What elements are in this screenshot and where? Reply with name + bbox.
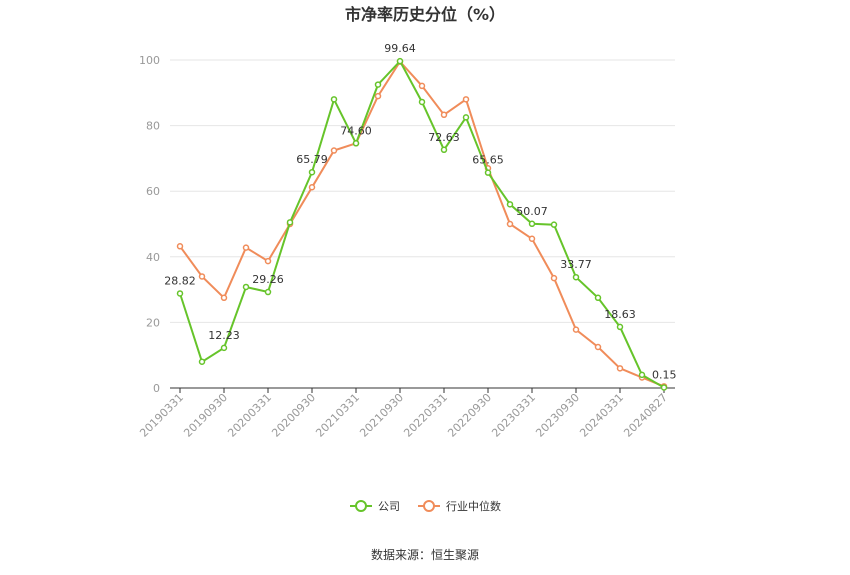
grid <box>170 59 675 323</box>
legend-label: 行业中位数 <box>446 499 501 513</box>
data-point <box>374 92 382 100</box>
data-labels: 28.82 12.23 29.26 65.79 74.60 99.64 72.63 65.65… <box>164 42 676 381</box>
data-point <box>220 344 228 352</box>
legend-label: 公司 <box>378 500 400 513</box>
data-point <box>330 147 338 154</box>
data-point <box>550 274 558 282</box>
x-tick-label: 20200930 <box>269 391 318 440</box>
data-label: 33.77 <box>560 258 592 271</box>
data-source: 数据来源：恒生聚源 <box>371 547 479 562</box>
data-label: 12.23 <box>208 329 240 342</box>
x-axis: 2019033120190930202003312020093020210331… <box>137 387 675 440</box>
x-tick-label: 20210331 <box>313 391 362 440</box>
data-point <box>352 140 360 147</box>
data-label: 0.15 <box>652 369 677 382</box>
data-point <box>264 288 272 296</box>
x-tick-label: 20190930 <box>181 391 230 440</box>
data-label: 72.63 <box>428 131 460 144</box>
x-tick-label: 20190331 <box>137 391 186 440</box>
data-point <box>440 111 448 119</box>
data-point <box>572 273 580 281</box>
data-point <box>176 243 184 250</box>
data-label: 29.26 <box>252 273 284 286</box>
data-point <box>418 82 426 90</box>
data-label: 50.07 <box>516 205 548 218</box>
data-point <box>264 257 272 265</box>
data-point <box>528 220 536 228</box>
data-point <box>616 323 624 331</box>
data-point <box>176 290 184 297</box>
data-point <box>374 81 382 88</box>
x-tick-label: 20210930 <box>357 391 406 440</box>
data-point <box>308 184 316 191</box>
data-point <box>572 326 580 333</box>
data-point <box>660 384 668 391</box>
data-point <box>308 168 316 176</box>
data-label: 28.82 <box>164 274 196 287</box>
series-line <box>179 59 665 389</box>
data-point <box>506 201 514 208</box>
y-tick-label: 80 <box>146 120 160 133</box>
data-label: 18.63 <box>604 308 636 321</box>
data-point <box>594 343 602 351</box>
data-label: 65.79 <box>296 153 328 166</box>
x-tick-label: 20240827 <box>621 391 670 440</box>
data-point <box>506 220 514 228</box>
data-point <box>550 221 558 228</box>
chart-title: 市净率历史分位（%） <box>345 5 505 24</box>
y-tick-label: 100 <box>139 54 160 67</box>
y-axis: 0 20 40 60 80 100 <box>139 54 160 395</box>
series-layer <box>176 57 668 391</box>
y-tick-label: 40 <box>146 251 160 264</box>
data-point <box>198 273 206 280</box>
x-tick-label: 20220331 <box>401 391 450 440</box>
data-point <box>220 294 228 302</box>
legend-marker <box>423 500 435 512</box>
data-point <box>286 219 294 226</box>
data-point <box>198 358 206 366</box>
x-tick-label: 20220930 <box>445 391 494 440</box>
data-point <box>594 294 602 302</box>
x-tick-label: 20230331 <box>489 391 538 440</box>
data-point <box>462 114 470 121</box>
legend-marker <box>355 500 367 512</box>
data-point <box>616 365 624 372</box>
data-point <box>330 96 338 103</box>
data-point <box>418 98 426 106</box>
data-point <box>242 283 250 291</box>
legend: 公司 行业中位数 <box>350 499 501 513</box>
data-point <box>396 57 404 65</box>
y-tick-label: 0 <box>153 382 160 395</box>
y-tick-label: 60 <box>146 185 160 198</box>
data-point <box>462 96 470 103</box>
data-point <box>528 235 536 243</box>
data-label: 65.65 <box>472 154 504 167</box>
data-point <box>484 169 492 176</box>
series-0 <box>176 57 668 391</box>
x-tick-label: 20240331 <box>577 391 626 440</box>
data-point <box>440 146 448 154</box>
series-line <box>179 59 665 388</box>
data-label: 99.64 <box>384 42 416 55</box>
data-point <box>638 371 646 379</box>
data-point <box>242 244 250 251</box>
x-tick-label: 20230930 <box>533 391 582 440</box>
series-1 <box>176 58 668 390</box>
x-tick-label: 20200331 <box>225 391 274 440</box>
y-tick-label: 20 <box>146 316 160 329</box>
data-label: 74.60 <box>340 124 372 137</box>
legend-item-0[interactable]: 公司 <box>350 500 400 513</box>
legend-item-1[interactable]: 行业中位数 <box>418 499 501 513</box>
